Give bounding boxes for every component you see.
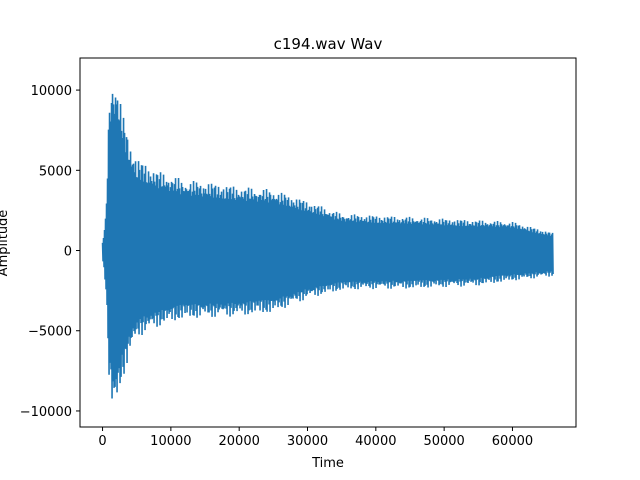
x-tick-label: 50000 xyxy=(423,434,464,449)
y-tick-label: 10000 xyxy=(31,84,72,99)
y-axis-label: Amplitude xyxy=(0,210,11,277)
y-tick-label: 0 xyxy=(64,245,72,260)
x-tick-label: 0 xyxy=(98,434,106,449)
y-tick-label: 5000 xyxy=(39,164,72,179)
x-tick-label: 10000 xyxy=(150,434,191,449)
y-tick-label: −10000 xyxy=(20,405,72,420)
x-tick-label: 30000 xyxy=(287,434,328,449)
y-axis-ticks: 10000 5000 0 −5000 −10000 xyxy=(20,84,80,420)
x-axis-label: Time xyxy=(311,456,344,471)
waveform-layer xyxy=(101,93,554,399)
x-tick-label: 20000 xyxy=(219,434,260,449)
x-tick-label: 60000 xyxy=(492,434,533,449)
waveform-series-line xyxy=(101,93,554,399)
axes-frame xyxy=(79,57,577,428)
y-tick-label: −5000 xyxy=(28,325,72,340)
x-tick-label: 40000 xyxy=(355,434,396,449)
x-axis-ticks: 0 10000 20000 30000 40000 50000 60000 xyxy=(98,427,533,449)
chart-title: c194.wav Wav xyxy=(274,35,383,53)
